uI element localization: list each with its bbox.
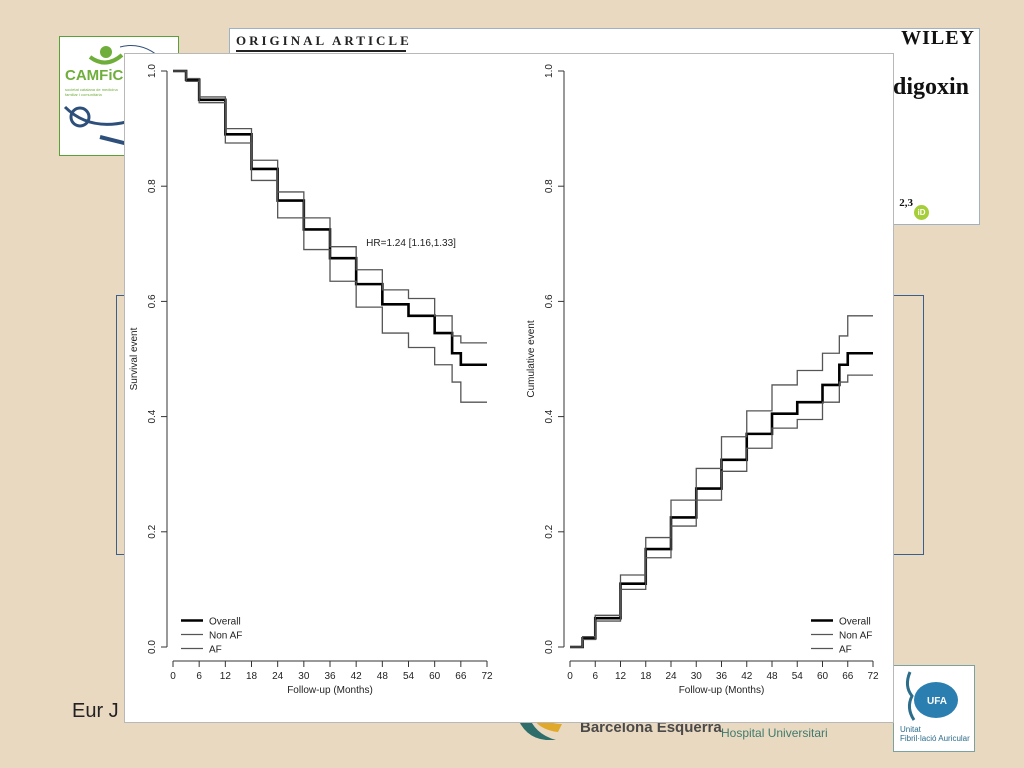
panel2-legend-label-af: AF: [839, 645, 852, 656]
panel2-x-tick-label: 54: [792, 671, 804, 682]
panel2-y-tick-label: 0.4: [544, 409, 555, 423]
survival-figure: 0.0 0.2 0.4 0.6 0.8 1.0 0 6 12 18 24 30 36 42 48 54 60 66…: [124, 53, 894, 723]
article-title-fragment: digoxin: [892, 74, 969, 100]
panel2-x-tick-label: 12: [615, 671, 627, 682]
article-type-rule: [236, 50, 406, 52]
panel1-y-axis-label: Survival event: [129, 327, 140, 390]
ufa-label-line2: Fibril·lació Auricular: [900, 734, 970, 743]
camfic-logo-subtitle: societat catalana de medicina familiar i…: [65, 87, 118, 97]
panel2-x-tick-label: 72: [867, 671, 879, 682]
panel1-hazard-ratio-annotation: HR=1.24 [1.16,1.33]: [366, 238, 456, 249]
panel1-x-tick-label: 66: [455, 671, 467, 682]
panel1-y-tick-label: 0.2: [147, 524, 158, 538]
panel1-legend-label-af: AF: [209, 645, 222, 656]
publisher-logo: WILEY: [901, 27, 975, 49]
panel2-legend-label-non-af: Non AF: [839, 631, 872, 642]
panel2-x-tick-label: 0: [567, 671, 573, 682]
panel2-x-tick-label: 6: [592, 671, 598, 682]
panel1-y-tick-label: 0.6: [147, 294, 158, 308]
panel2-y-axis-label: Cumulative event: [526, 320, 537, 397]
panel2-x-tick-label: 42: [741, 671, 753, 682]
panel2-x-tick-label: 60: [817, 671, 829, 682]
panel2-x-tick-label: 30: [691, 671, 703, 682]
panel1-y-tick-label: 0.8: [147, 179, 158, 193]
survival-plots-svg: 0.00.20.40.60.81.00 6 12 18 24 30 36 42 48 54 60 66…: [129, 64, 879, 696]
panel1-x-tick-label: 30: [298, 671, 310, 682]
article-type-label: ORIGINAL ARTICLE: [236, 33, 412, 48]
panel1-legend-label-non-af: Non AF: [209, 631, 242, 642]
panel2-y-tick-label: 0.8: [544, 179, 555, 193]
panel1-y-tick-label: 1.0: [147, 64, 158, 78]
panel1-x-tick-label: 0: [170, 671, 176, 682]
panel1-x-tick-label: 6: [196, 671, 202, 682]
panel1-x-tick-label: 42: [351, 671, 363, 682]
panel1-x-tick-label: 60: [429, 671, 441, 682]
citation-text: Eur J: [72, 700, 119, 722]
barcelona-esquerra-label: Barcelona Esquerra: [580, 719, 722, 736]
panel2-x-tick-label: 18: [640, 671, 652, 682]
panel2-x-tick-label: 66: [842, 671, 854, 682]
orcid-icon: iD: [914, 205, 929, 220]
panel1-series-af: [173, 70, 487, 403]
ufa-logo: UFA Unitat Fibril·lació Auricular: [893, 665, 975, 752]
panel2-x-tick-label: 36: [716, 671, 728, 682]
panel2-x-axis-label: Follow-up (Months): [679, 685, 765, 696]
panel1-y-tick-label: 0.4: [147, 409, 158, 423]
panel1-legend-label-overall: Overall: [209, 617, 241, 628]
panel1-x-tick-label: 12: [220, 671, 232, 682]
panel2-legend-label-overall: Overall: [839, 617, 871, 628]
panel2-series-non-af: [570, 374, 873, 648]
ufa-label-line1: Unitat: [900, 725, 921, 734]
panel2-y-tick-label: 0.6: [544, 294, 555, 308]
ufa-logo-label: Unitat Fibril·lació Auricular: [900, 725, 974, 743]
ufa-heart-icon: UFA: [905, 671, 958, 721]
affiliation-superscript: 2,3: [899, 197, 913, 209]
hospital-label: Hospital Universitari: [721, 726, 828, 740]
panel2-y-tick-label: 0.2: [544, 524, 555, 538]
panel1-x-tick-label: 54: [403, 671, 415, 682]
panel1-x-tick-label: 36: [324, 671, 336, 682]
camfic-logo-text: CAMFiC: [65, 67, 124, 84]
panel1-y-tick-label: 0.0: [147, 640, 158, 654]
panel2-y-tick-label: 1.0: [544, 64, 555, 78]
panel1-x-tick-label: 24: [272, 671, 284, 682]
panel2-x-tick-label: 48: [766, 671, 778, 682]
panel1-x-tick-label: 18: [246, 671, 258, 682]
panel1-series-non-af: [173, 70, 487, 344]
panel2-x-tick-label: 24: [665, 671, 677, 682]
panel2-series-af: [570, 315, 873, 648]
panel1-x-tick-label: 72: [481, 671, 493, 682]
panel1-x-axis-label: Follow-up (Months): [287, 685, 373, 696]
ufa-mark-text: UFA: [927, 696, 947, 707]
panel1-x-tick-label: 48: [377, 671, 389, 682]
panel2-y-tick-label: 0.0: [544, 640, 555, 654]
